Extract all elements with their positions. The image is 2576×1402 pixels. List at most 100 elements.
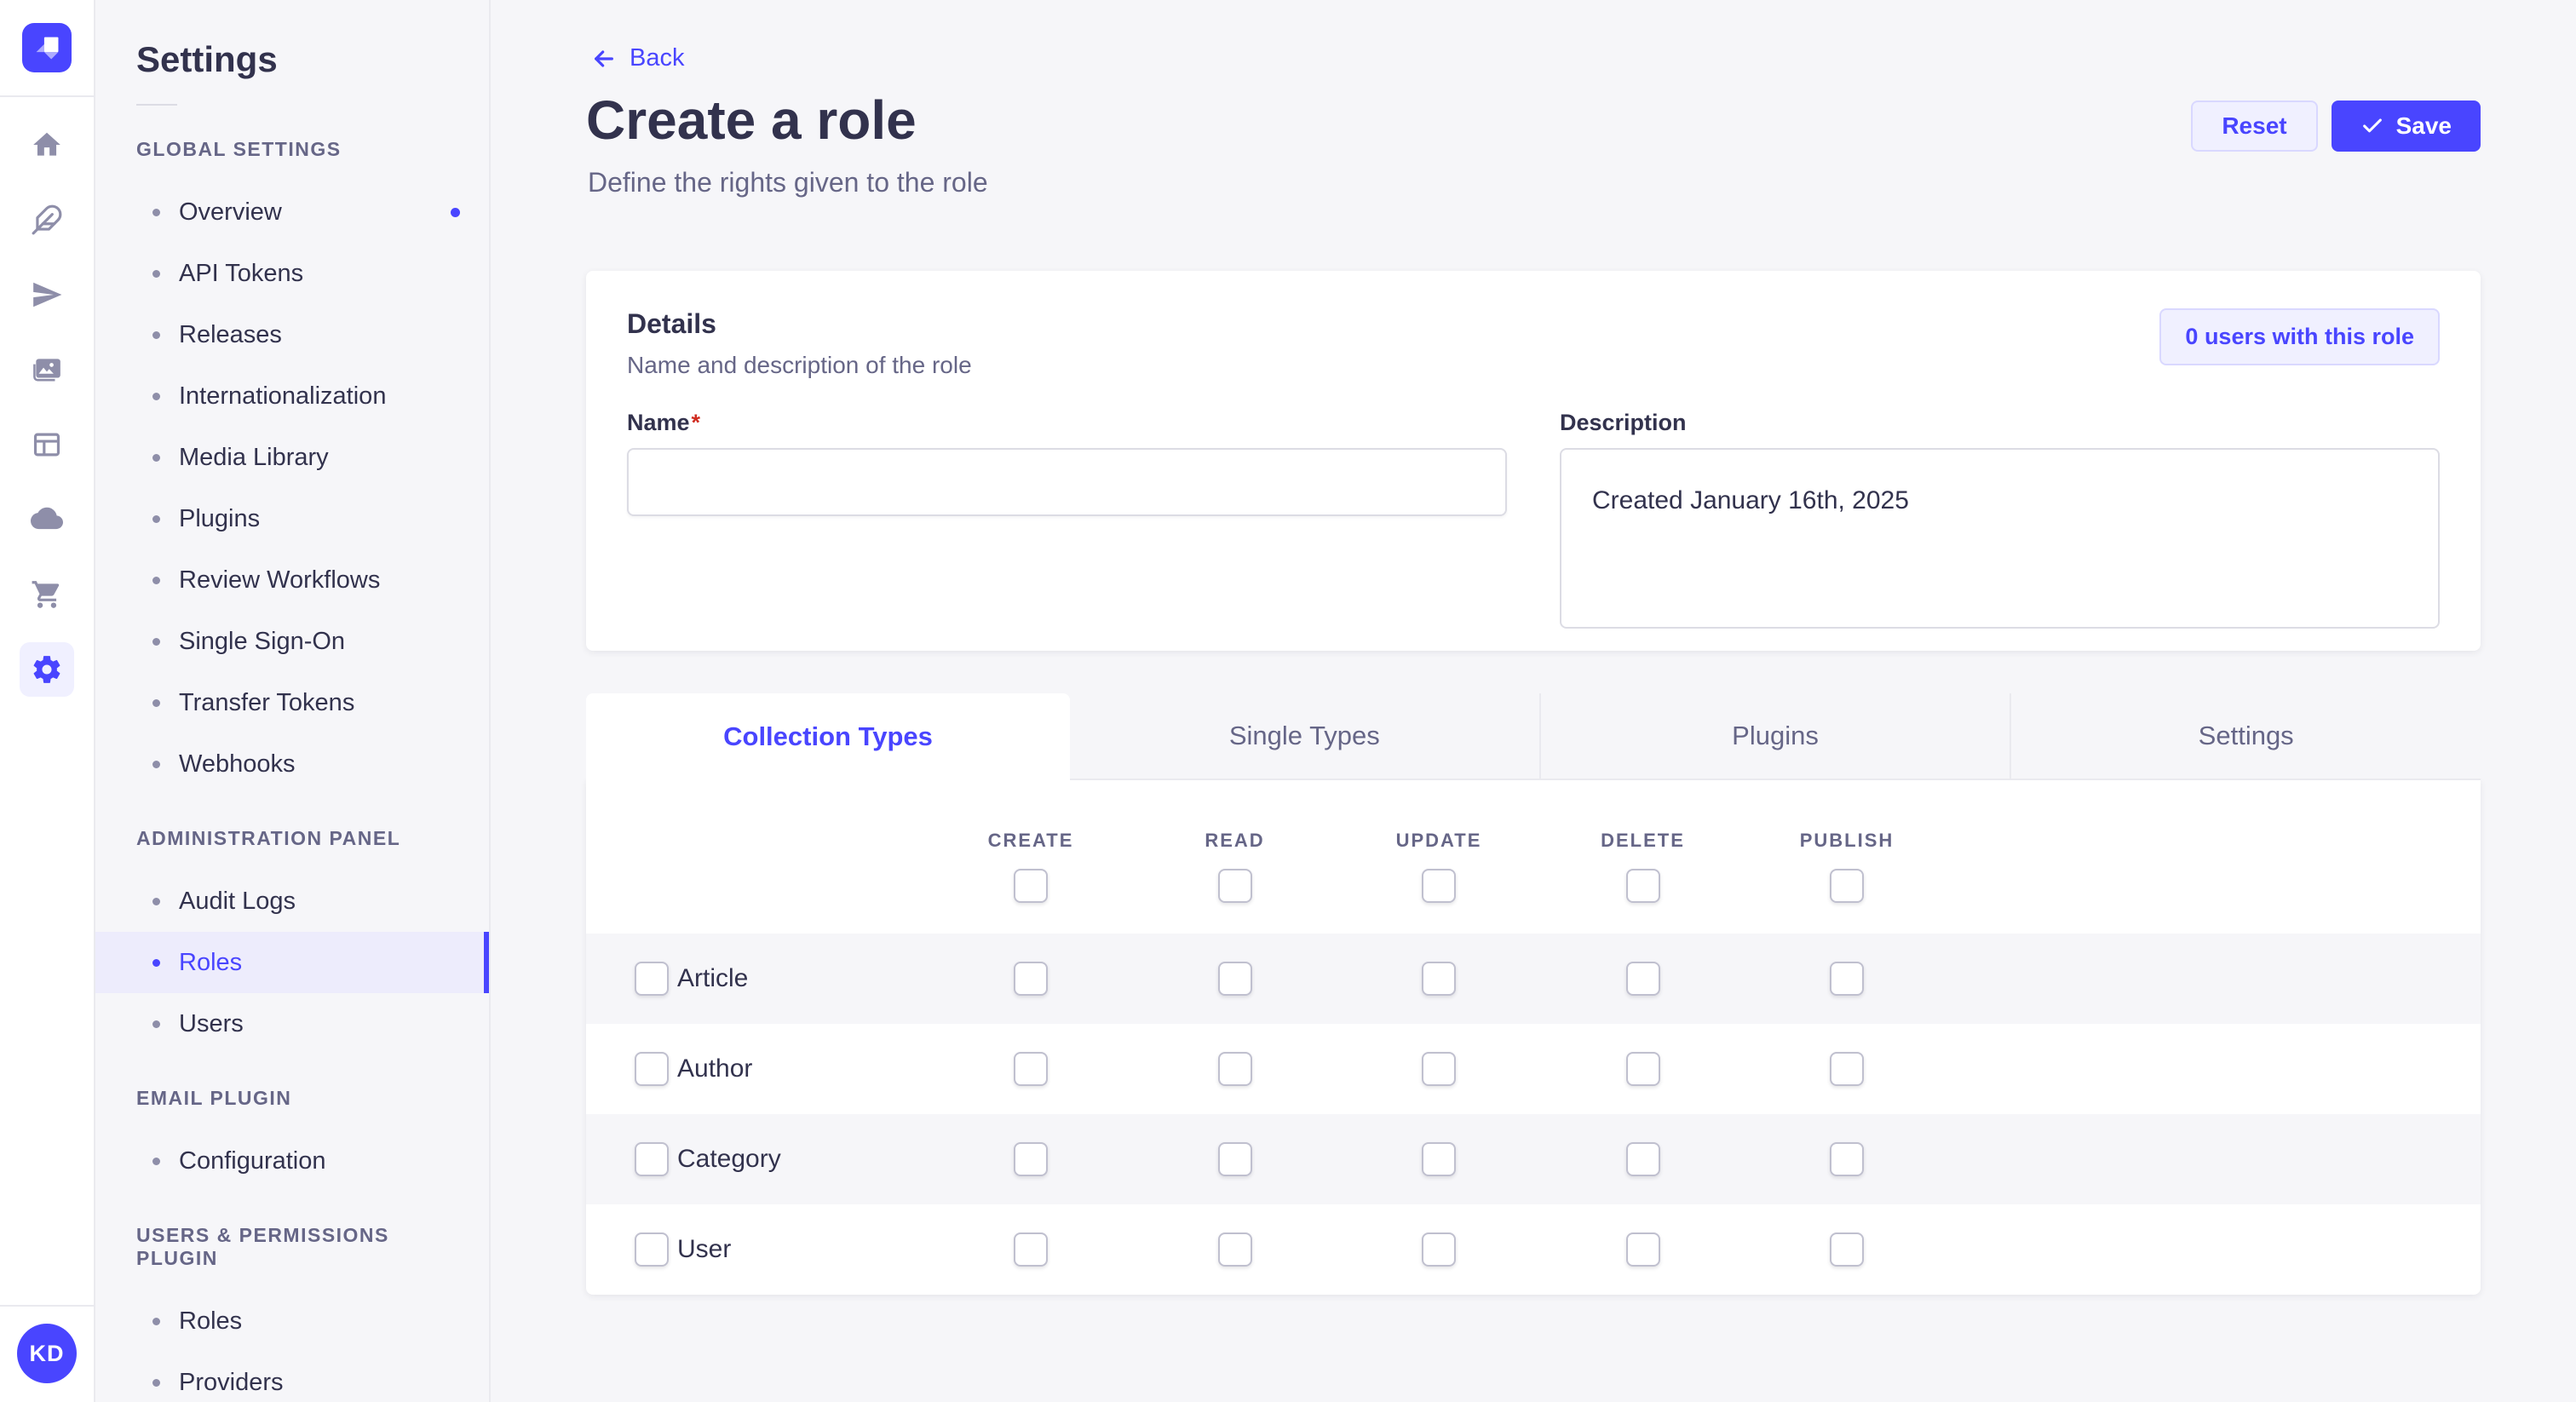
category-publish-checkbox[interactable] — [1830, 1142, 1864, 1176]
category-read-checkbox[interactable] — [1217, 1142, 1252, 1176]
icon-rail: KD — [0, 0, 95, 1402]
column-header-publish: PUBLISH — [1799, 830, 1895, 851]
sidebar-item-releases[interactable]: Releases — [95, 304, 489, 365]
save-button[interactable]: Save — [2331, 101, 2481, 152]
sidebar-item-media-library[interactable]: Media Library — [95, 427, 489, 488]
media-library-icon[interactable] — [20, 342, 74, 397]
article-read-checkbox[interactable] — [1217, 962, 1252, 996]
description-field-group: Description Created January 16th, 2025 — [1560, 410, 2440, 633]
section-label-administration-panel: ADMINISTRATION PANEL — [136, 827, 401, 849]
author-update-checkbox[interactable] — [1422, 1052, 1456, 1086]
sidebar-item-plugins[interactable]: Plugins — [95, 488, 489, 549]
sidebar-item-label: Review Workflows — [179, 566, 381, 594]
bullet-icon — [152, 1157, 160, 1165]
user-delete-checkbox[interactable] — [1625, 1232, 1660, 1267]
name-input[interactable] — [627, 448, 1507, 516]
sidebar-item-review-workflows[interactable]: Review Workflows — [95, 549, 489, 611]
article-delete-checkbox[interactable] — [1625, 962, 1660, 996]
page-subtitle: Define the rights given to the role — [588, 167, 988, 198]
user-publish-checkbox[interactable] — [1830, 1232, 1864, 1267]
marketplace-cart-icon[interactable] — [20, 567, 74, 622]
sidebar-item-label: Webhooks — [179, 750, 296, 778]
author-read-checkbox[interactable] — [1217, 1052, 1252, 1086]
feather-icon[interactable] — [20, 192, 74, 247]
content-type-builder-icon[interactable] — [20, 417, 74, 472]
sidebar-item-roles[interactable]: Roles — [95, 1290, 489, 1352]
home-icon[interactable] — [20, 118, 74, 172]
sidebar-item-users[interactable]: Users — [95, 993, 489, 1054]
sidebar-item-label: Audit Logs — [179, 887, 296, 915]
select-all-update-checkbox[interactable] — [1422, 869, 1456, 903]
select-all-create-checkbox[interactable] — [1014, 869, 1048, 903]
category-create-checkbox[interactable] — [1014, 1142, 1048, 1176]
bullet-icon — [152, 698, 160, 707]
column-header-update: UPDATE — [1395, 830, 1482, 851]
sidebar-item-configuration[interactable]: Configuration — [95, 1130, 489, 1192]
sidebar-item-roles[interactable]: Roles — [95, 932, 489, 993]
row-label: Category — [677, 1145, 781, 1173]
user-create-checkbox[interactable] — [1014, 1232, 1048, 1267]
details-subtitle: Name and description of the role — [627, 352, 972, 378]
sidebar-item-audit-logs[interactable]: Audit Logs — [95, 871, 489, 932]
name-label: Name* — [627, 410, 1507, 436]
back-link[interactable]: Back — [590, 44, 684, 72]
avatar[interactable]: KD — [17, 1324, 77, 1383]
rail-nav-icons — [20, 118, 74, 697]
article-publish-checkbox[interactable] — [1830, 962, 1864, 996]
author-publish-checkbox[interactable] — [1830, 1052, 1864, 1086]
description-textarea[interactable]: Created January 16th, 2025 — [1560, 448, 2440, 629]
strapi-logo[interactable] — [22, 23, 72, 72]
row-select-user-checkbox[interactable] — [635, 1232, 669, 1267]
bullet-icon — [152, 1378, 160, 1387]
table-row-author: Author — [586, 1024, 2481, 1114]
sidebar-item-label: Providers — [179, 1368, 284, 1396]
row-select-category-checkbox[interactable] — [635, 1142, 669, 1176]
name-field-group: Name* — [627, 410, 1507, 633]
sidebar-item-webhooks[interactable]: Webhooks — [95, 733, 489, 795]
users-with-role-button[interactable]: 0 users with this role — [2159, 308, 2440, 365]
bullet-icon — [152, 514, 160, 523]
details-form: Name* Description Created January 16th, … — [627, 410, 2440, 633]
sidebar-item-providers[interactable]: Providers — [95, 1352, 489, 1402]
category-update-checkbox[interactable] — [1422, 1142, 1456, 1176]
bullet-icon — [152, 897, 160, 905]
tab-collection-types[interactable]: Collection Types — [586, 693, 1070, 780]
section-label-email-plugin: EMAIL PLUGIN — [136, 1087, 292, 1109]
settings-gear-icon[interactable] — [20, 642, 74, 697]
user-update-checkbox[interactable] — [1422, 1232, 1456, 1267]
tab-single-types[interactable]: Single Types — [1070, 693, 1539, 780]
permissions-table-header: CREATE READ UPDATE DELETE PUBLISH — [586, 780, 2481, 934]
row-select-article-checkbox[interactable] — [635, 962, 669, 996]
section-label-global-settings: GLOBAL SETTINGS — [136, 138, 342, 160]
select-all-publish-checkbox[interactable] — [1830, 869, 1864, 903]
sidebar-item-label: Internationalization — [179, 382, 387, 410]
author-create-checkbox[interactable] — [1014, 1052, 1048, 1086]
tab-plugins[interactable]: Plugins — [1538, 693, 2010, 780]
sidebar-item-overview[interactable]: Overview — [95, 181, 489, 243]
main-content: Back Create a role Define the rights giv… — [491, 0, 2576, 1402]
sidebar-item-transfer-tokens[interactable]: Transfer Tokens — [95, 672, 489, 733]
category-delete-checkbox[interactable] — [1625, 1142, 1660, 1176]
bullet-icon — [152, 637, 160, 646]
description-label: Description — [1560, 410, 1687, 435]
sidebar-item-label: Releases — [179, 320, 282, 348]
article-create-checkbox[interactable] — [1014, 962, 1048, 996]
sidebar-item-internationalization[interactable]: Internationalization — [95, 365, 489, 427]
user-read-checkbox[interactable] — [1217, 1232, 1252, 1267]
sidebar-title: Settings — [136, 39, 278, 79]
article-update-checkbox[interactable] — [1422, 962, 1456, 996]
row-select-author-checkbox[interactable] — [635, 1052, 669, 1086]
section-label-users-permissions-plugin: USERS & PERMISSIONS PLUGIN — [136, 1224, 389, 1269]
reset-button[interactable]: Reset — [2191, 101, 2318, 152]
sidebar-item-label: Media Library — [179, 443, 329, 471]
cloud-icon[interactable] — [20, 492, 74, 547]
select-all-read-checkbox[interactable] — [1217, 869, 1252, 903]
select-all-delete-checkbox[interactable] — [1625, 869, 1660, 903]
paper-plane-icon[interactable] — [20, 267, 74, 322]
sidebar-item-api-tokens[interactable]: API Tokens — [95, 243, 489, 304]
strapi-logo-icon — [36, 37, 59, 60]
sidebar-item-single-sign-on[interactable]: Single Sign-On — [95, 611, 489, 672]
tab-settings[interactable]: Settings — [2010, 693, 2481, 780]
author-delete-checkbox[interactable] — [1625, 1052, 1660, 1086]
details-card: Details Name and description of the role… — [586, 271, 2481, 651]
